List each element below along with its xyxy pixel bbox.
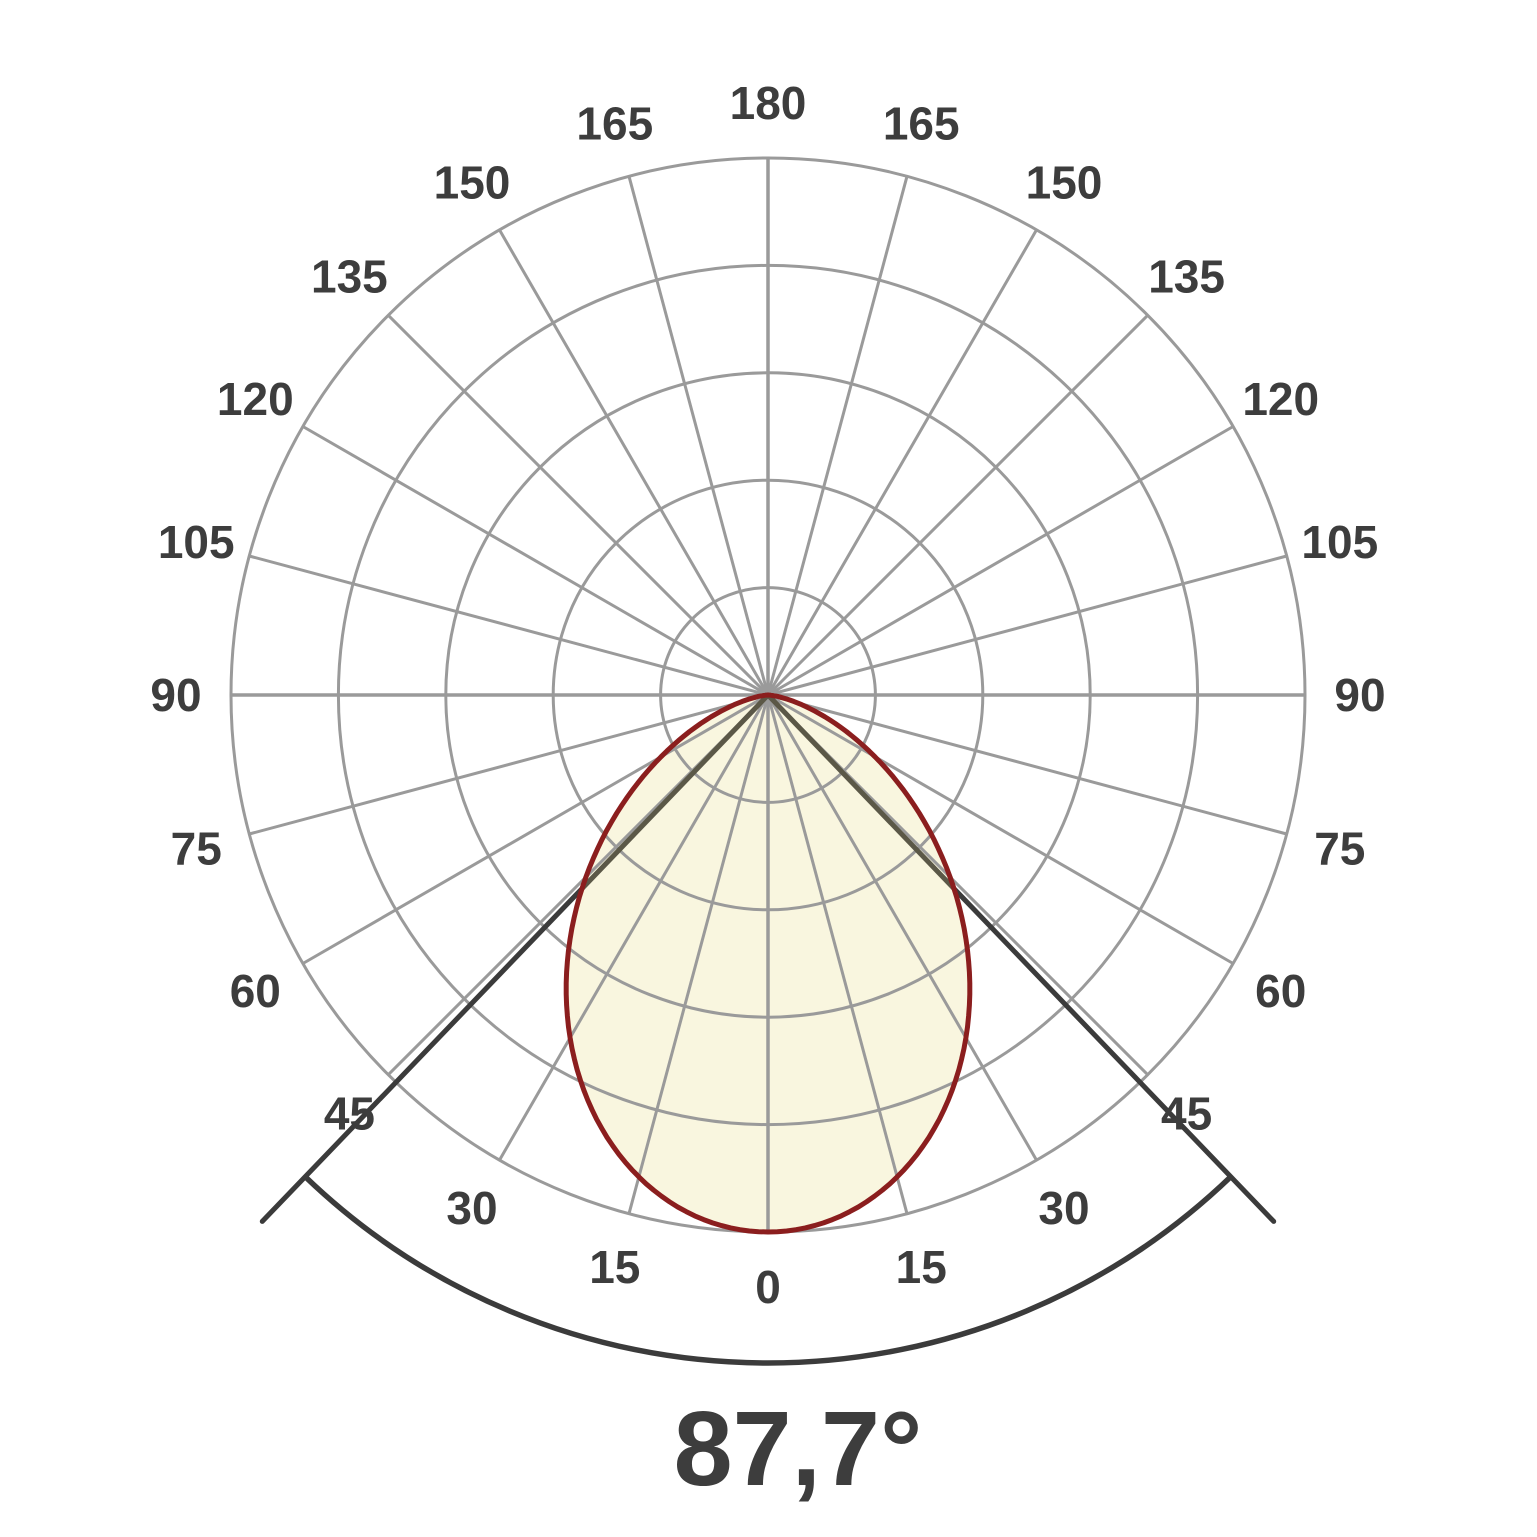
polar-grid-radial <box>302 425 769 697</box>
angle-tick-label: 120 <box>1242 373 1319 425</box>
angle-tick-label: 105 <box>158 516 235 568</box>
polar-grid-radial <box>248 554 769 697</box>
angle-tick-label: 75 <box>1314 822 1365 874</box>
beam-angle-value-label: 87,7° <box>674 1390 923 1508</box>
polar-grid-radial <box>766 229 1038 696</box>
angle-tick-label: 105 <box>1301 516 1378 568</box>
angle-tick-label: 90 <box>150 669 201 721</box>
polar-grid-radial <box>387 314 770 697</box>
polar-grid-radial <box>498 229 770 696</box>
beam-angle-line-inner <box>580 693 770 891</box>
polar-grid-radial <box>498 694 770 1161</box>
polar-grid-radial <box>767 554 1288 697</box>
angle-tick-label: 15 <box>896 1241 947 1293</box>
angle-tick-label: 45 <box>324 1088 375 1140</box>
angle-tick-label: 0 <box>755 1261 781 1313</box>
polar-grid-radial <box>627 175 770 696</box>
angle-tick-label: 120 <box>217 373 294 425</box>
angle-tick-label: 75 <box>171 822 222 874</box>
polar-grid-radial <box>767 693 1288 836</box>
polar-grid-radial <box>766 694 909 1215</box>
angle-tick-label: 180 <box>730 77 807 129</box>
beam-angle-line <box>259 886 585 1224</box>
angle-tick-label: 30 <box>1038 1182 1089 1234</box>
polar-grid-radial <box>627 694 770 1215</box>
angle-tick-label: 135 <box>1148 251 1225 303</box>
angle-tick-label: 90 <box>1334 669 1385 721</box>
polar-grid-radial <box>248 693 769 836</box>
polar-grid-radial <box>767 693 1234 965</box>
polar-grid-radial <box>766 314 1149 697</box>
angle-tick-label: 165 <box>576 97 653 149</box>
angle-tick-label: 45 <box>1161 1088 1212 1140</box>
angle-tick-label: 165 <box>883 97 960 149</box>
polar-grid-radial <box>302 693 769 965</box>
beam-angle-arc <box>303 1174 1233 1366</box>
angle-tick-label: 15 <box>589 1241 640 1293</box>
polar-plot: 0 15 15 30 30 45 45 60 60 75 75 90 90 105 105 120 120 135… <box>150 77 1386 1366</box>
polar-grid-radial <box>766 175 909 696</box>
angle-tick-label: 60 <box>1255 965 1306 1017</box>
beam-angle-line <box>951 886 1277 1224</box>
angle-tick-label: 135 <box>311 251 388 303</box>
polar-grid-radial <box>766 694 1038 1161</box>
angle-tick-label: 150 <box>434 156 511 208</box>
angle-tick-label: 30 <box>446 1182 497 1234</box>
angle-tick-label: 60 <box>230 965 281 1017</box>
beam-angle-line-inner <box>766 693 956 891</box>
angle-tick-label: 150 <box>1026 156 1103 208</box>
intensity-curve-outline <box>563 692 973 1235</box>
polar-grid-radial <box>767 425 1234 697</box>
